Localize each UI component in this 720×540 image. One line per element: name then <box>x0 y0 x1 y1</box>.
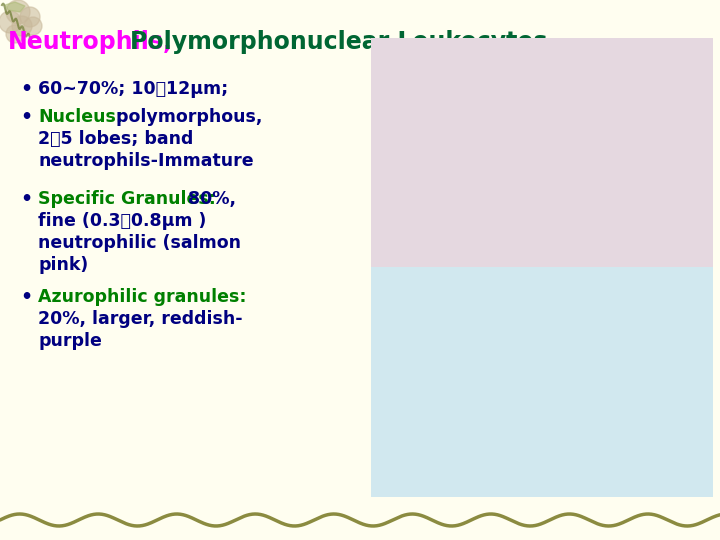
Circle shape <box>6 25 24 43</box>
Text: neutrophilic (salmon: neutrophilic (salmon <box>38 234 241 252</box>
Text: •: • <box>20 288 32 307</box>
Text: fine (0.3～0.8μm ): fine (0.3～0.8μm ) <box>38 212 207 230</box>
Text: pink): pink) <box>38 256 89 274</box>
Text: Neutrophils,: Neutrophils, <box>8 30 173 54</box>
Circle shape <box>0 11 21 33</box>
Text: neutrophils-Immature: neutrophils-Immature <box>38 152 253 170</box>
Text: 2～5 lobes; band: 2～5 lobes; band <box>38 130 194 148</box>
Text: Specific Granules:: Specific Granules: <box>38 190 216 208</box>
Text: 20%, larger, reddish-: 20%, larger, reddish- <box>38 310 243 328</box>
Circle shape <box>6 0 30 24</box>
Text: •: • <box>20 80 32 99</box>
Circle shape <box>24 17 42 35</box>
Text: purple: purple <box>38 332 102 350</box>
Text: •: • <box>20 190 32 209</box>
Circle shape <box>20 7 40 27</box>
Text: polymorphous,: polymorphous, <box>110 108 262 126</box>
Circle shape <box>12 16 32 36</box>
Text: Azurophilic granules:: Azurophilic granules: <box>38 288 246 306</box>
Polygon shape <box>5 2 25 12</box>
Text: Nucleus:: Nucleus: <box>38 108 123 126</box>
Text: 80%,: 80%, <box>176 190 236 208</box>
Text: •: • <box>20 108 32 127</box>
Text: 60~70%; 10～12μm;: 60~70%; 10～12μm; <box>38 80 228 98</box>
Text: Polymorphonuclear Leukocytes: Polymorphonuclear Leukocytes <box>130 30 547 54</box>
